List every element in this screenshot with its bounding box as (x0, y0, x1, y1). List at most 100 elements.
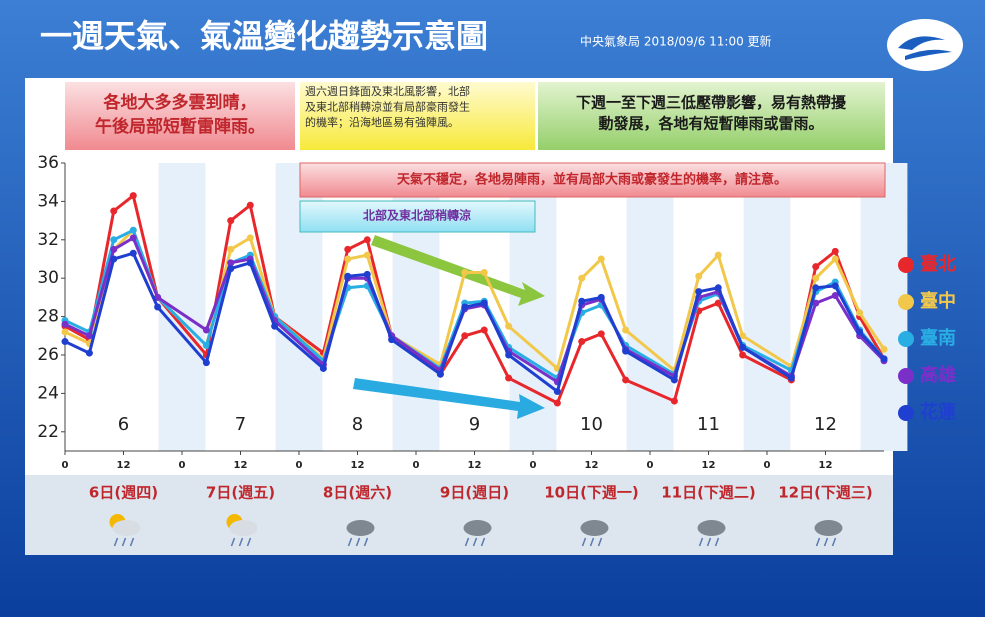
data-point (695, 272, 703, 280)
weather-icon (229, 520, 258, 536)
data-point (154, 293, 162, 301)
legend-marker (898, 331, 914, 347)
data-point (227, 265, 235, 273)
update-note: 中央氣象局 2018/09/6 11:00 更新 (580, 34, 772, 49)
annotation: 及東北部稍轉涼並有局部豪雨發生 (305, 99, 470, 113)
data-point (578, 338, 586, 346)
data-point (831, 255, 839, 263)
day-label: 10日(下週一) (544, 484, 639, 502)
x-tick-label: 0 (179, 460, 186, 471)
trend-arrow (353, 378, 545, 419)
day-label: 6日(週四) (89, 484, 158, 502)
data-point (129, 249, 137, 257)
y-tick-label: 36 (37, 153, 59, 173)
legend-label: 花蓮 (920, 401, 956, 423)
x-tick-label: 0 (296, 460, 303, 471)
y-tick-label: 22 (37, 422, 59, 442)
data-point (154, 303, 162, 311)
data-point (344, 245, 352, 253)
annotation: 下週一至下週三低壓帶影響，易有熱帶擾 (576, 94, 847, 112)
weather-icon (697, 520, 726, 536)
x-tick-label: 0 (62, 460, 69, 471)
y-tick-label: 26 (37, 345, 59, 365)
data-point (202, 341, 210, 349)
day-number: 10 (580, 414, 603, 435)
weather-icon (463, 520, 492, 536)
day-number: 8 (352, 414, 363, 435)
data-point (271, 322, 279, 330)
data-point (880, 345, 888, 353)
data-point (202, 359, 210, 367)
annotation: 北部及東北部稍轉涼 (363, 208, 471, 223)
data-point (363, 270, 371, 278)
series-line (64, 251, 886, 395)
annotation: 動發展，各地有短暫陣雨或雷雨。 (598, 115, 823, 133)
y-tick-label: 24 (37, 383, 59, 403)
annotation: 午後局部短暫雷陣雨。 (95, 116, 265, 137)
y-tick-label: 28 (37, 307, 59, 327)
x-tick-label: 0 (530, 460, 537, 471)
data-point (461, 332, 469, 340)
data-point (227, 217, 235, 225)
data-point (597, 330, 605, 338)
annotation: 週六週日鋒面及東北風影響，北部 (305, 84, 470, 98)
weather-icon (580, 520, 609, 536)
data-point (363, 236, 371, 244)
data-point (363, 251, 371, 259)
data-point (85, 349, 93, 357)
data-point (812, 284, 820, 292)
weather-icon (230, 537, 252, 547)
data-point (461, 303, 469, 311)
x-tick-label: 12 (585, 460, 599, 471)
data-point (812, 263, 820, 271)
x-tick-label: 12 (234, 460, 248, 471)
data-point (553, 387, 561, 395)
legend-marker (898, 368, 914, 384)
weather-icon (814, 520, 843, 536)
day-strip (25, 475, 893, 555)
data-point (344, 272, 352, 280)
day-number: 9 (469, 414, 480, 435)
weather-icon (698, 537, 720, 547)
data-point (622, 376, 630, 384)
data-point (812, 274, 820, 282)
data-point (880, 355, 888, 363)
note-box (299, 200, 536, 233)
data-point (110, 207, 118, 215)
data-point (110, 236, 118, 244)
data-point (129, 192, 137, 200)
night-band (860, 163, 908, 451)
data-point (246, 201, 254, 209)
data-point (505, 374, 513, 382)
note-box (65, 82, 295, 150)
x-tick-label: 12 (702, 460, 716, 471)
night-band (626, 163, 674, 451)
data-point (227, 259, 235, 267)
data-point (246, 259, 254, 267)
note-box (299, 162, 886, 198)
data-point (856, 328, 864, 336)
data-point (622, 347, 630, 355)
data-point (461, 268, 469, 276)
y-tick-label: 30 (37, 268, 59, 288)
data-point (597, 293, 605, 301)
data-point (714, 299, 722, 307)
day-label: 11日(下週二) (661, 484, 756, 502)
day-label: 12日(下週三) (778, 484, 873, 502)
day-label: 7日(週五) (206, 484, 275, 502)
annotation: 天氣不穩定，各地易陣雨，並有局部大雨或豪發生的機率，請注意。 (397, 172, 787, 188)
data-point (505, 322, 513, 330)
data-point (129, 226, 137, 234)
day-number: 6 (118, 414, 129, 435)
title: 一週天氣、氣溫變化趨勢示意圖 (40, 17, 488, 55)
annotation: 的機率；沿海地區易有強陣風。 (305, 115, 459, 129)
data-point (61, 338, 69, 346)
data-point (739, 332, 747, 340)
legend-label: 臺北 (920, 253, 956, 275)
legend-label: 臺中 (920, 290, 956, 312)
data-point (61, 320, 69, 328)
day-label: 9日(週日) (440, 484, 509, 502)
day-number: 7 (235, 414, 246, 435)
logo-mark (898, 36, 952, 60)
